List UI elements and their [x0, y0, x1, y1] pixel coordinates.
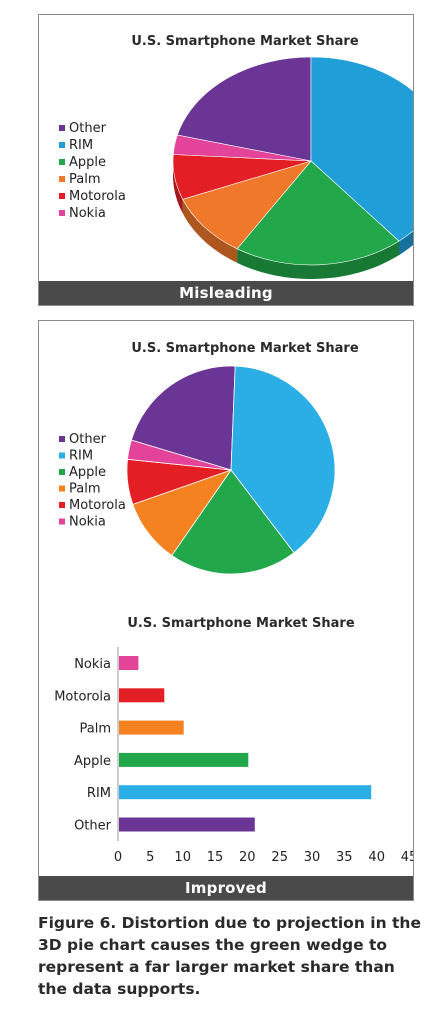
bar-rim [119, 785, 372, 800]
footer-label: Improved [39, 876, 413, 900]
x-tick-label: 30 [304, 850, 321, 865]
x-tick-label: 15 [207, 850, 224, 865]
bar-chart-title: U.S. Smartphone Market Share [127, 616, 354, 631]
legend-label-palm: Palm [69, 482, 101, 497]
legend-swatch-rim [59, 142, 65, 148]
legend-swatch-motorola [59, 502, 65, 508]
pie-slice-nokia [127, 439, 232, 471]
legend-label-rim: RIM [69, 449, 93, 464]
bar-label-motorola: Motorola [54, 689, 111, 704]
legend-label-other: Other [69, 432, 107, 447]
bar-label-nokia: Nokia [74, 657, 111, 672]
legend-label-nokia: Nokia [69, 206, 106, 221]
x-tick-label: 25 [271, 850, 288, 865]
panel-misleading: U.S. Smartphone Market Share Other RIM App… [38, 14, 414, 306]
legend-swatch-motorola [59, 193, 65, 199]
bar-label-rim: RIM [87, 786, 111, 801]
x-tick-label: 45 [401, 850, 414, 865]
bar-palm [119, 720, 184, 735]
bar-other [119, 817, 255, 832]
pie3d-side-motorola [173, 161, 183, 214]
bar-nokia [119, 656, 139, 670]
legend-swatch-apple [59, 469, 65, 475]
pie3d-side-apple [237, 241, 399, 279]
legend-swatch-other [59, 436, 65, 442]
pie3d-slice-rim [310, 56, 413, 242]
x-tick-label: 0 [114, 850, 122, 865]
chart-3d-pie: U.S. Smartphone Market Share Other RIM App… [59, 34, 413, 279]
legend-swatch-palm [59, 176, 65, 182]
pie3d-slice-apple [236, 160, 400, 266]
figure-caption: Figure 6. Distortion due to projection i… [38, 914, 421, 998]
legend-label-other: Other [69, 121, 107, 136]
x-tick-label: 5 [146, 850, 154, 865]
x-tick-label: 35 [336, 850, 353, 865]
bar-motorola [119, 688, 165, 703]
legend-label-apple: Apple [69, 465, 106, 480]
legend-swatch-other [59, 125, 65, 131]
chart-title: U.S. Smartphone Market Share [131, 34, 358, 49]
x-tick-label: 10 [174, 850, 191, 865]
legend-swatch-nokia [59, 518, 65, 525]
legend-label-nokia: Nokia [69, 515, 106, 530]
pie3d-slice-other [176, 56, 312, 162]
legend-label-palm: Palm [69, 172, 101, 187]
pie3d-slice-palm [182, 160, 312, 250]
legend-swatch-nokia [59, 210, 65, 216]
bar-label-palm: Palm [80, 722, 112, 737]
pie-chart-title: U.S. Smartphone Market Share [131, 341, 358, 356]
bar-label-apple: Apple [74, 754, 111, 769]
chart-pie-and-bar: U.S. Smartphone Market Share OtherRIMApp… [54, 341, 414, 865]
legend-swatch-rim [59, 452, 65, 459]
legend-swatch-apple [59, 159, 65, 165]
bar-apple [119, 752, 249, 767]
legend-label-motorola: Motorola [69, 498, 126, 513]
footer-label: Misleading [39, 281, 413, 305]
pie3d-side-palm [182, 199, 238, 263]
pie-slice-rim [230, 365, 336, 554]
bar-label-other: Other [74, 819, 112, 834]
legend-label-rim: RIM [69, 138, 93, 153]
panel-improved: U.S. Smartphone Market Share Other RIM App… [38, 320, 414, 901]
legend-swatch-palm [59, 485, 65, 492]
legend-label-apple: Apple [69, 155, 106, 170]
pie3d-side-rim [399, 231, 413, 256]
x-tick-label: 20 [239, 850, 256, 865]
x-tick-label: 40 [368, 850, 385, 865]
legend-label-motorola: Motorola [69, 189, 126, 204]
pie-slice-apple [171, 469, 295, 575]
pie3d-slice-nokia [172, 134, 312, 162]
pie-slice-other [130, 365, 236, 471]
